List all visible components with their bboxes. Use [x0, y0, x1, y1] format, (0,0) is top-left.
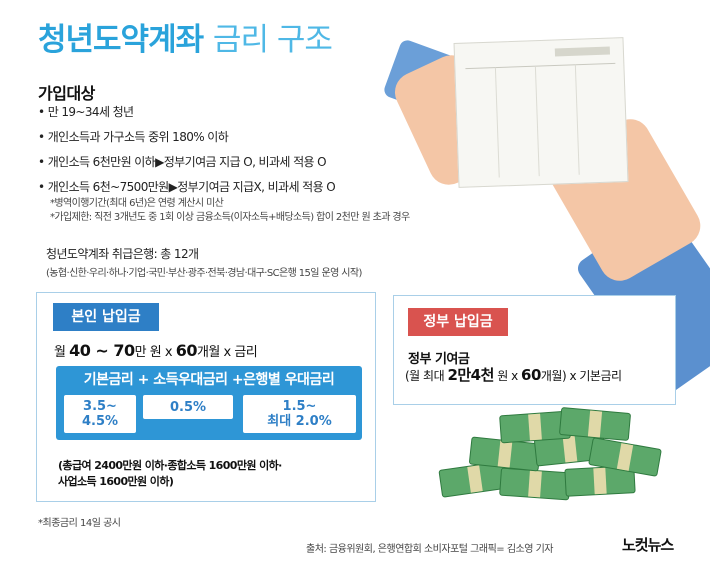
- title-strong: 청년도약계좌: [38, 22, 204, 58]
- formula-amount: 40 ~ 70: [69, 341, 135, 360]
- bankbook-illustration: [453, 37, 629, 188]
- self-payment-label: 본인 납입금: [53, 303, 159, 331]
- self-payment-formula: 월 40 ~ 70만 원 x 60개월 x 금리: [54, 341, 258, 360]
- banks-title: 청년도약계좌 취급은행: 총 12개: [46, 247, 199, 261]
- rate-bank-line: 최대 2.0%: [267, 414, 332, 429]
- rates-title: 기본금리 + 소득우대금리 +은행별 우대금리: [83, 372, 335, 388]
- rate-base: 3.5~ 4.5%: [64, 395, 136, 433]
- rate-base-line: 3.5~: [83, 399, 117, 414]
- rate-bank-line: 1.5~: [282, 399, 317, 414]
- money-stack-illustration: [430, 405, 662, 510]
- rate-bank: 1.5~ 최대 2.0%: [243, 395, 356, 433]
- government-formula: (월 최대 2만4천 원 x 60개월) x 기본금리: [405, 364, 622, 385]
- formula-text: (월 최대: [405, 369, 448, 383]
- formula-text: 월: [54, 345, 70, 360]
- formula-months: 60: [521, 366, 541, 384]
- eligibility-heading: 가입대상: [38, 84, 95, 103]
- eligibility-bullet: • 개인소득과 가구소득 중위 180% 이하: [38, 130, 229, 144]
- income-condition: (총급여 2400만원 이하·종합소득 1600만원 이하·: [58, 459, 282, 472]
- title-light: 금리 구조: [212, 22, 333, 58]
- rate-income: 0.5%: [143, 395, 233, 419]
- footnote: *최종금리 14일 공시: [38, 518, 121, 529]
- formula-text: 만 원 x: [134, 345, 176, 360]
- eligibility-bullet: • 만 19~34세 청년: [38, 105, 134, 119]
- government-contribution-title: 정부 기여금: [408, 352, 470, 367]
- eligibility-note: *가입제한: 직전 3개년도 중 1회 이상 금융소득(이자소득+배당소득) 합…: [50, 212, 410, 223]
- government-payment-label: 정부 납입금: [408, 308, 508, 336]
- page-title: 청년도약계좌 금리 구조: [38, 14, 333, 59]
- formula-months: 60: [175, 341, 198, 360]
- rate-base-line: 4.5%: [81, 414, 119, 429]
- banks-list: (농협·신한·우리·하나·기업·국민·부산·광주·전북·경남·대구·SC은행 1…: [46, 268, 362, 279]
- source-credit: 출처: 금융위원회, 은행연합회 소비자포털 그래픽= 김소영 기자: [306, 544, 554, 555]
- eligibility-bullet: • 개인소득 6천~7500만원▶정부기여금 지급X, 비과세 적용 O: [38, 180, 336, 194]
- eligibility-bullet: • 개인소득 6천만원 이하▶정부기여금 지급 O, 비과세 적용 O: [38, 155, 327, 169]
- formula-text: 원 x: [493, 369, 522, 383]
- income-condition: 사업소득 1600만원 이하): [58, 475, 174, 488]
- formula-amount: 2만4천: [447, 366, 494, 384]
- formula-text: 개월) x 기본금리: [540, 369, 622, 383]
- formula-text: 개월 x 금리: [196, 345, 258, 360]
- nocut-news-logo: 노컷뉴스: [622, 536, 674, 554]
- rate-income-value: 0.5%: [169, 399, 207, 415]
- eligibility-note: *병역이행기간(최대 6년)은 연령 계산시 미산: [50, 198, 224, 209]
